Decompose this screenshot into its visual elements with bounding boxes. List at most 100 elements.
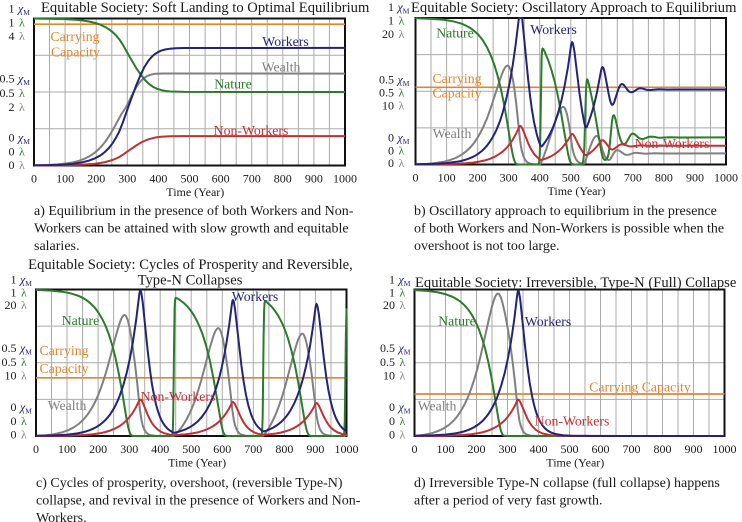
svg-text:λ: λ [21, 355, 27, 369]
svg-text:λ: λ [19, 100, 25, 114]
svg-text:λ: λ [21, 369, 27, 383]
svg-text:0: 0 [389, 400, 395, 414]
svg-text:20: 20 [383, 298, 395, 312]
svg-text:900: 900 [305, 172, 323, 186]
svg-text:0.5: 0.5 [380, 341, 395, 355]
svg-text:300: 300 [118, 172, 136, 186]
svg-text:400: 400 [151, 442, 169, 456]
svg-text:Carrying: Carrying [50, 29, 99, 44]
svg-text:200: 200 [468, 442, 486, 456]
svg-text:Carrying: Carrying [432, 71, 481, 86]
svg-text:1: 1 [9, 2, 15, 16]
svg-text:800: 800 [654, 442, 672, 456]
svg-text:900: 900 [686, 171, 704, 185]
svg-text:1: 1 [11, 273, 17, 287]
svg-text:1000: 1000 [714, 171, 738, 185]
svg-text:λ: λ [400, 298, 406, 312]
svg-text:0.5: 0.5 [380, 355, 395, 369]
svg-text:900: 900 [306, 442, 324, 456]
svg-text:Workers: Workers [232, 289, 278, 304]
svg-text:Wealth: Wealth [48, 398, 87, 413]
svg-text:Capacity: Capacity [432, 86, 481, 101]
svg-text:0.5: 0.5 [2, 355, 17, 369]
svg-text:0: 0 [412, 442, 418, 456]
svg-text:Wealth: Wealth [262, 60, 301, 75]
svg-text:λ: λ [399, 86, 405, 100]
svg-text:100: 100 [56, 172, 74, 186]
svg-text:900: 900 [685, 442, 703, 456]
svg-text:λ: λ [399, 156, 405, 170]
svg-text:of both Workers and Non-Worker: of both Workers and Non-Workers is possi… [414, 222, 724, 237]
svg-text:λ: λ [400, 428, 406, 442]
svg-text:0: 0 [33, 442, 39, 456]
svg-text:0: 0 [389, 428, 395, 442]
svg-text:Workers can be attained with s: Workers can be attained with slow growth… [34, 222, 349, 237]
svg-text:Wealth: Wealth [433, 126, 472, 141]
svg-text:after a period of very fast gr: after a period of very fast growth. [414, 494, 603, 509]
svg-text:0: 0 [9, 131, 15, 145]
svg-text:Time (Year): Time (Year) [547, 184, 605, 198]
svg-text:700: 700 [624, 171, 642, 185]
svg-text:0: 0 [413, 171, 419, 185]
svg-text:Non-Workers: Non-Workers [214, 123, 289, 138]
svg-text:λ: λ [21, 414, 27, 428]
svg-text:0: 0 [388, 156, 394, 170]
svg-text:Carrying Capacity: Carrying Capacity [589, 380, 691, 395]
svg-text:λ: λ [400, 355, 406, 369]
svg-text:λ: λ [21, 286, 27, 300]
svg-text:d) Irreversible Type-N collaps: d) Irreversible Type-N collapse (full co… [414, 476, 720, 491]
svg-text:1: 1 [388, 14, 394, 28]
svg-text:Non-Workers: Non-Workers [635, 136, 710, 151]
svg-text:500: 500 [562, 171, 580, 185]
svg-text:100: 100 [437, 442, 455, 456]
svg-text:0: 0 [388, 131, 394, 145]
svg-text:λ: λ [399, 144, 405, 158]
svg-text:λ: λ [19, 29, 25, 43]
svg-text:Capacity: Capacity [51, 45, 100, 60]
svg-text:10: 10 [382, 99, 394, 113]
svg-text:1000: 1000 [335, 442, 359, 456]
svg-text:10: 10 [5, 369, 17, 383]
svg-text:Non-Workers: Non-Workers [141, 389, 216, 404]
svg-text:salaries.: salaries. [34, 239, 79, 254]
svg-text:0: 0 [388, 144, 394, 158]
svg-text:λ: λ [19, 158, 25, 172]
svg-text:Time (Year): Time (Year) [546, 456, 604, 470]
svg-text:4: 4 [9, 29, 15, 43]
svg-text:Workers: Workers [525, 314, 571, 329]
svg-text:400: 400 [149, 172, 167, 186]
svg-text:1000: 1000 [333, 172, 357, 186]
svg-text:20: 20 [5, 298, 17, 312]
svg-text:800: 800 [274, 172, 292, 186]
svg-text:300: 300 [120, 442, 138, 456]
svg-text:0: 0 [11, 400, 17, 414]
svg-text:b) Oscillatory approach to equ: b) Oscillatory approach to equilibrium i… [414, 204, 717, 219]
svg-text:λ: λ [400, 286, 406, 300]
svg-text:Workers: Workers [530, 22, 576, 37]
svg-text:0: 0 [11, 428, 17, 442]
svg-text:20: 20 [382, 27, 394, 41]
svg-text:Wealth: Wealth [418, 399, 457, 414]
svg-text:300: 300 [500, 171, 518, 185]
svg-text:1: 1 [388, 0, 394, 14]
svg-text:Equitable Society: Irreversibl: Equitable Society: Irreversible, Type-N … [415, 275, 736, 291]
svg-text:400: 400 [530, 442, 548, 456]
svg-text:Equitable Society: Oscillatory: Equitable Society: Oscillatory Approach … [411, 0, 737, 16]
svg-text:Carrying: Carrying [39, 343, 88, 358]
svg-text:100: 100 [438, 171, 456, 185]
svg-text:Non-Workers: Non-Workers [535, 414, 610, 429]
svg-text:Time (Year): Time (Year) [166, 185, 224, 199]
svg-text:2: 2 [9, 100, 15, 114]
svg-text:0.5: 0.5 [0, 86, 15, 100]
svg-text:Equitable Society: Cycles of P: Equitable Society: Cycles of Prosperity … [28, 257, 353, 273]
svg-text:500: 500 [181, 172, 199, 186]
svg-text:10: 10 [383, 369, 395, 383]
svg-text:800: 800 [655, 171, 673, 185]
svg-text:0.5: 0.5 [379, 86, 394, 100]
svg-text:100: 100 [58, 442, 76, 456]
svg-text:1000: 1000 [713, 442, 737, 456]
svg-text:1: 1 [389, 273, 395, 287]
svg-text:λ: λ [400, 369, 406, 383]
svg-text:400: 400 [531, 171, 549, 185]
svg-text:0: 0 [11, 414, 17, 428]
